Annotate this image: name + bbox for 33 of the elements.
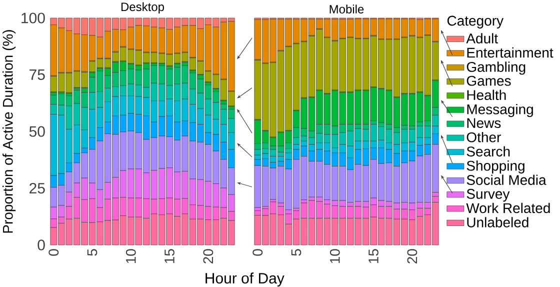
x-tick-label: 10 — [126, 249, 136, 264]
legend-label: Entertainment — [467, 47, 554, 58]
x-tick-label: 5 — [291, 249, 302, 256]
x-tick-label: 15 — [368, 249, 378, 264]
chart-title: Desktop — [121, 2, 164, 14]
legend-label: News — [467, 118, 501, 128]
x-tick-label: 5 — [87, 249, 98, 256]
y-tick-label: 100 — [22, 12, 45, 24]
x-tick-label: 20 — [407, 249, 418, 264]
legend-label: Gambling — [466, 62, 526, 75]
x-tick-label: 15 — [164, 249, 174, 264]
x-tick-label: 10 — [330, 249, 340, 264]
legend-label: Games — [466, 76, 511, 86]
legend-label: Search — [466, 146, 510, 156]
x-tick-label: 0 — [252, 249, 263, 256]
y-tick-label: 75 — [30, 70, 45, 80]
legend-label: Work Related — [466, 202, 550, 214]
legend-label: Adult — [466, 33, 498, 44]
legend-label: Health — [467, 90, 506, 100]
y-tick-label: 25 — [30, 182, 45, 194]
legend-title: Category — [447, 16, 504, 28]
legend-label: Messaging — [467, 104, 533, 118]
legend-label: Social Media — [466, 174, 546, 185]
chart-title: Mobile — [330, 4, 364, 14]
x-tick-label: 0 — [48, 249, 59, 256]
legend-label: Other — [466, 132, 501, 142]
legend-label: Unlabeled — [467, 217, 528, 228]
x-tick-label: 20 — [203, 249, 214, 264]
y-axis-title: Proportion of Active Duration (%) — [2, 30, 16, 233]
legend-label: Shopping — [466, 160, 524, 174]
x-axis-title: Hour of Day — [206, 272, 284, 286]
legend-label: Survey — [466, 188, 510, 202]
y-tick-label: 50 — [29, 126, 45, 137]
